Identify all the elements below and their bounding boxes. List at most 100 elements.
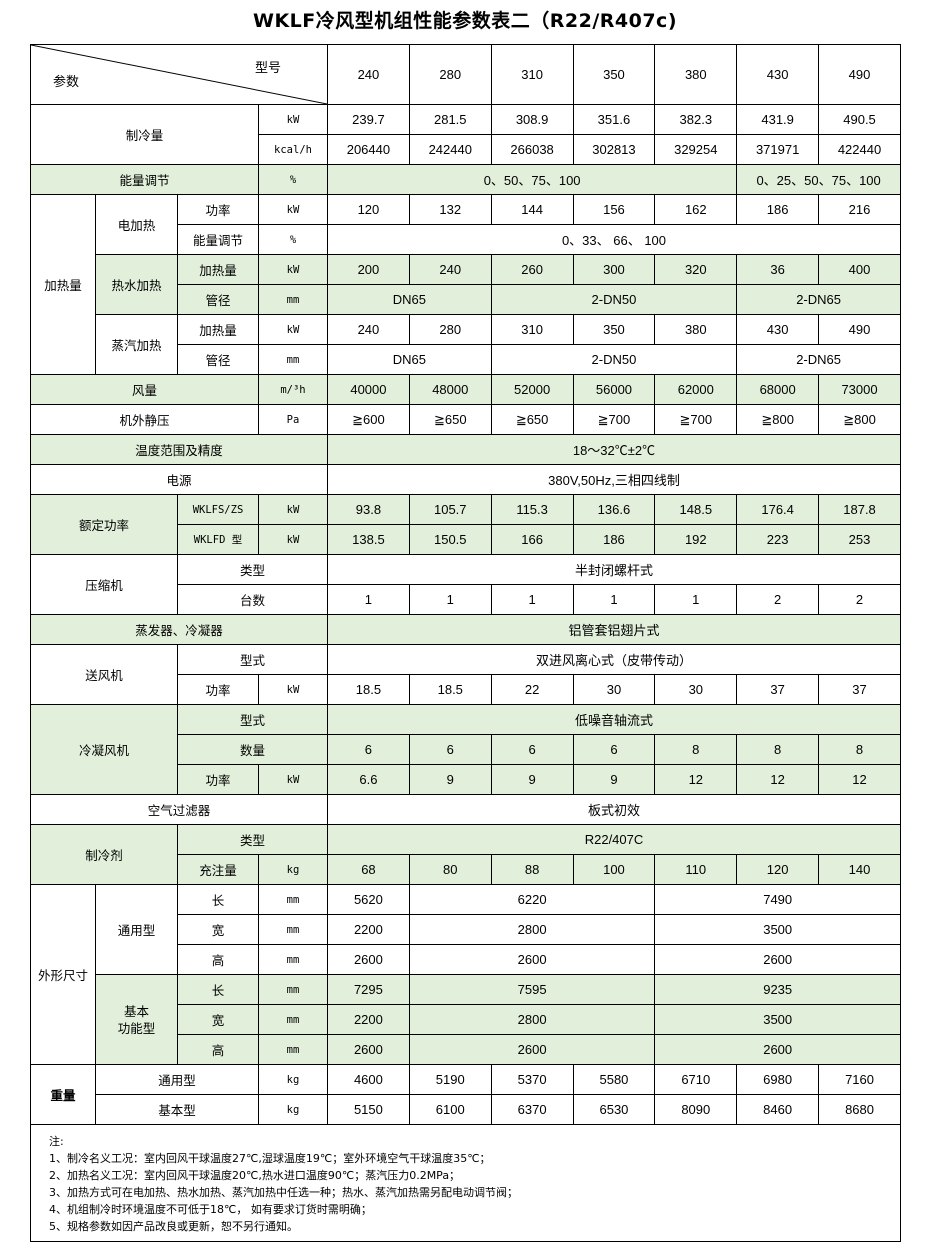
unit: kg [258,1094,328,1125]
value-cell: 9 [572,764,656,795]
value-cell: 380 [654,44,738,105]
value-cell: 132 [408,194,492,225]
value-cell: 2600 [408,944,656,975]
value-cell: 115.3 [490,494,574,525]
value-cell: 6370 [490,1094,574,1125]
unit: mm [258,1034,328,1065]
value-cell: 400 [818,254,901,285]
unit: mm [258,284,328,315]
value-cell: 253 [818,524,901,555]
value-cell: 371971 [736,134,820,165]
value-cell: 320 [654,254,738,285]
row-label: 型式 [177,644,328,675]
unit: mm [258,344,328,375]
unit: kW [258,104,328,135]
value-cell: 240 [408,254,492,285]
note-item: 2、加热名义工况：室内回风干球温度20℃,热水进口温度90℃；蒸汽压力0.2MP… [49,1169,461,1182]
value-cell: 144 [490,194,574,225]
value-cell: 68000 [736,374,820,405]
value-cell: 40000 [327,374,410,405]
row-label: 热水加热 [95,254,178,315]
value-cell: 12 [818,764,901,795]
row-label: 高 [177,944,259,975]
value-cell: 18.5 [408,674,492,705]
value-cell: 382.3 [654,104,738,135]
performance-table: 参数 型号 240 280 310 350 380 430 490 制冷量 kW 239.7… [30,44,901,1242]
value-cell: 5150 [327,1094,410,1125]
value: 双进风离心式（皮带传动） [327,644,901,675]
value-cell: 2 [736,584,820,615]
value-cell: 12 [736,764,820,795]
row-label: 压缩机 [30,554,178,615]
value: 铝管套铝翅片式 [327,614,901,645]
value-cell: 5580 [572,1064,656,1095]
value-cell: ≧700 [654,404,738,435]
value-cell: 300 [572,254,656,285]
value-cell: 150.5 [408,524,492,555]
note-item: 3、加热方式可在电加热、热水加热、蒸汽加热中任选一种；热水、蒸汽加热需另配电动调… [49,1186,518,1199]
value-cell: 6100 [408,1094,492,1125]
dim-basic-length-row: 基本 功能型 长 mm 7295 7595 9235 [31,974,901,1065]
value-cell: 22 [490,674,574,705]
unit: mm [258,914,328,945]
value: 板式初效 [327,794,901,825]
row-label: 功率 [177,194,259,225]
row-label: 加热量 [177,254,259,285]
row-label: 加热量 [177,314,259,345]
cond-fan-power-row: 功率 kW 6.6 9 9 9 12 12 12 [31,764,901,795]
static-pressure-row: 机外静压 Pa ≧600 ≧650 ≧650 ≧700 ≧700 ≧800 ≧800 [30,404,901,435]
value-cell: 422440 [818,134,901,165]
value-cell: 30 [654,674,738,705]
value-cell: 7160 [818,1064,901,1095]
refrigerant-type-row: 制冷剂 类型 R22/407C [30,824,901,885]
value-cell: 62000 [654,374,738,405]
row-label: 能量调节 [30,164,259,195]
value-cell: 105.7 [408,494,492,525]
value-cell: 260 [490,254,574,285]
row-label: 型式 [177,704,328,735]
value-cell: 93.8 [327,494,410,525]
row-label: 送风机 [30,644,178,705]
value-cell: 206440 [327,134,410,165]
value-cell: 242440 [408,134,492,165]
value: 2-DN65 [736,284,901,315]
value-cell: ≧700 [572,404,656,435]
row-label: 宽 [177,1004,259,1035]
unit: kW [258,314,328,345]
value-cell: 88 [490,854,574,885]
note-item: 5、规格参数如因产品改良或更新，恕不另行通知。 [49,1220,298,1233]
hot-water-heat-row: 热水加热 加热量 kW 200 240 260 300 320 36 400 [31,254,901,315]
value-cell: 100 [572,854,656,885]
value-cell: 30 [572,674,656,705]
value-cell: 7295 [327,974,410,1005]
value-cell: 37 [736,674,820,705]
value-cell: 9 [408,764,492,795]
value-cell: 281.5 [408,104,492,135]
value-cell: 48000 [408,374,492,405]
value-cell: 5370 [490,1064,574,1095]
dim-general-height-row: 高 mm 2600 2600 2600 [31,944,901,975]
row-label: 能量调节 [177,224,259,255]
value-cell: 490 [818,314,901,345]
value-cell: ≧650 [490,404,574,435]
hot-water-pipe-row: 管径 mm DN65 2-DN50 2-DN65 [31,284,901,315]
value-cell: 186 [736,194,820,225]
value-cell: 6 [327,734,410,765]
value-cell: 192 [654,524,738,555]
value-cell: 216 [818,194,901,225]
row-label: 数量 [177,734,328,765]
diagonal-header-cell: 参数 型号 [30,44,328,105]
row-label: 长 [177,884,259,915]
model-label: WKLFD 型 [177,524,259,555]
value-cell: 186 [572,524,656,555]
unit: % [258,224,328,255]
value-cell: 2200 [327,1004,410,1035]
page-title: WKLF冷风型机组性能参数表二（R22/R407c) [252,10,677,32]
value-cell: 351.6 [572,104,656,135]
value-cell: 350 [572,314,656,345]
value-cell: 2600 [327,1034,410,1065]
unit: kW [258,524,328,555]
value-cell: 140 [818,854,901,885]
value: R22/407C [327,824,901,855]
